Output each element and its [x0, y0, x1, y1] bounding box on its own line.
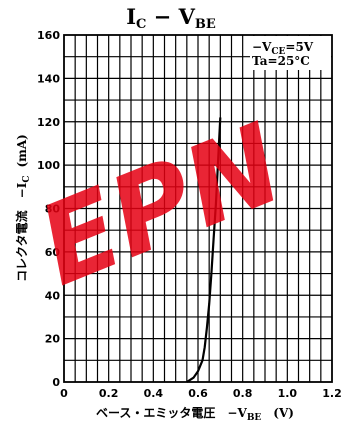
ic-vbe-curve [186, 117, 222, 383]
x-tick-label: 0.4 [144, 387, 164, 400]
y-tick-label: 60 [45, 246, 61, 259]
annotation-vce: −VCE=5V [252, 40, 314, 57]
y-tick-label: 40 [45, 289, 61, 302]
annotation-ta: Ta=25°C [252, 54, 310, 68]
y-axis-label: コレクタ電流 −IC(mA) [14, 134, 32, 282]
tick-labels: 0 0.2 0.4 0.6 0.8 1.0 1.2 0 20 40 60 80 100 120 140 160 [37, 29, 341, 400]
y-tick-label: 120 [37, 116, 60, 129]
x-tick-label: 1.0 [278, 387, 298, 400]
x-tick-label: 0.6 [188, 387, 208, 400]
chart-title: IC − VBE [126, 4, 216, 32]
x-tick-label: 0 [60, 387, 68, 400]
x-tick-label: 0.2 [99, 387, 119, 400]
y-tick-label: 140 [37, 72, 60, 85]
y-tick-label: 100 [37, 159, 60, 172]
x-tick-label: 0.8 [233, 387, 253, 400]
x-tick-label: 1.2 [322, 387, 341, 400]
y-tick-label: 20 [45, 333, 61, 346]
y-tick-label: 0 [52, 376, 60, 389]
y-tick-label: 80 [45, 203, 61, 216]
conditions-annotation: −VCE=5V Ta=25°C [250, 36, 331, 70]
x-axis-label: ベース・エミッタ電圧 −VBE (V) [96, 406, 294, 423]
y-tick-label: 160 [37, 29, 60, 42]
grid [64, 35, 332, 382]
annotation-background [250, 36, 331, 70]
